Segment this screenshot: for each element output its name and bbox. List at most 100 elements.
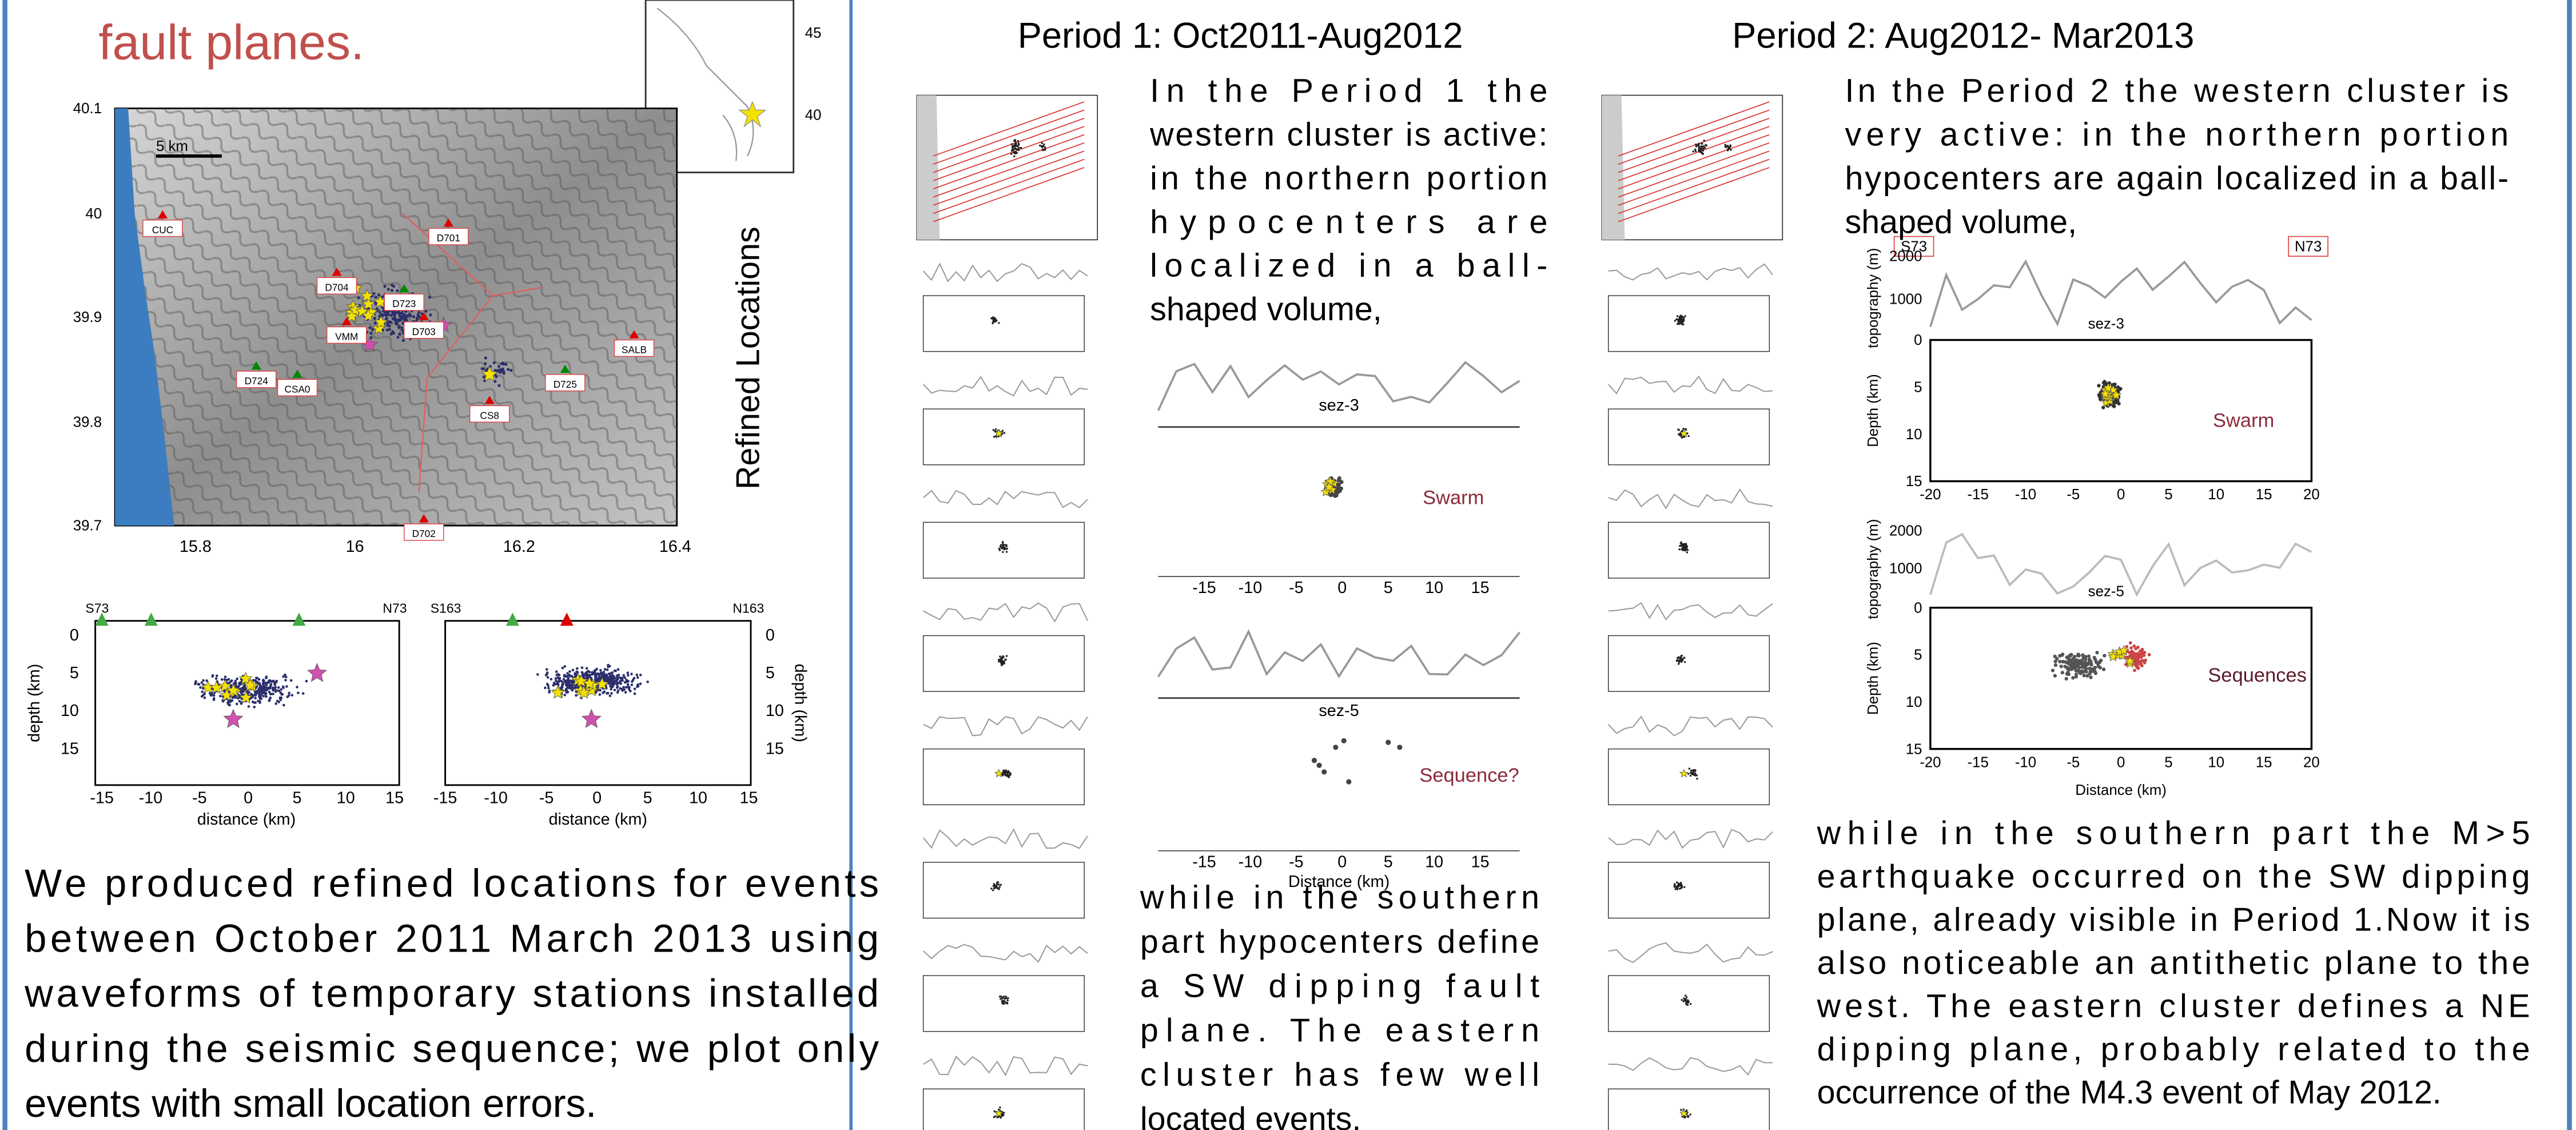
hypocenter xyxy=(2093,671,2098,675)
station-marker xyxy=(292,612,306,626)
hypocenter xyxy=(1678,319,1680,321)
hypocenter xyxy=(496,368,500,372)
hypocenter xyxy=(1694,769,1697,771)
station-marker xyxy=(341,317,352,325)
station-marker xyxy=(95,612,109,626)
hypocenter xyxy=(631,680,634,683)
hypocenter xyxy=(1681,998,1683,1001)
hypocenter xyxy=(604,673,608,676)
hypocenter xyxy=(288,691,291,695)
paragraph-line: also noticeable an antithetic plane to t… xyxy=(1817,945,2530,981)
hypocenter xyxy=(262,685,266,688)
hypocenter xyxy=(566,675,569,678)
hypocenter xyxy=(2137,654,2140,657)
distance-tick-label: -15 xyxy=(433,789,457,807)
hypocenter xyxy=(622,686,626,689)
paragraph-line: earthquake occurred on the SW dipping xyxy=(1817,858,2530,895)
period1-plot xyxy=(1157,361,1521,852)
hypocenter xyxy=(1016,152,1018,154)
hypocenter xyxy=(1014,150,1017,153)
hypocenter xyxy=(1684,994,1687,997)
hypocenter xyxy=(1002,996,1005,998)
hypocenter xyxy=(2051,669,2055,673)
star xyxy=(345,309,359,323)
mini-profile xyxy=(933,158,1085,214)
station-marker xyxy=(332,268,342,276)
depth-axis-label: depth (km) xyxy=(25,664,43,742)
hypocenter xyxy=(1002,543,1004,546)
x-tick-label: 10 xyxy=(1425,853,1443,871)
hypocenter xyxy=(1678,323,1681,325)
distance-tick-label: -10 xyxy=(484,789,508,807)
hypocenter xyxy=(1730,149,1732,151)
hypocenter xyxy=(389,321,393,324)
hypocenter xyxy=(230,699,234,702)
hypocenter xyxy=(566,679,568,683)
hypocenter xyxy=(1687,773,1690,775)
mini-profile xyxy=(933,117,1085,173)
hypocenter xyxy=(999,1106,1001,1109)
hypocenter xyxy=(1005,551,1008,553)
scale-label: 5 km xyxy=(156,138,188,154)
hypocenter xyxy=(1703,145,1705,148)
hypocenter xyxy=(493,369,497,372)
hypocenter xyxy=(992,322,994,325)
hypocenter xyxy=(546,671,549,674)
x-tick-label: 0 xyxy=(1337,579,1347,597)
hypocenter xyxy=(277,686,280,689)
hypocenter xyxy=(1005,769,1007,771)
hypocenter xyxy=(1010,149,1013,152)
hypocenter xyxy=(1685,547,1687,550)
hypocenter xyxy=(2087,660,2092,664)
hypocenter xyxy=(1685,996,1688,998)
hypocenter xyxy=(256,681,258,683)
hypocenter xyxy=(606,669,609,671)
hypocenter xyxy=(1311,758,1317,763)
topo-axis-label: topography (m) xyxy=(1865,248,1881,348)
hypocenter xyxy=(1005,548,1008,550)
hypocenter xyxy=(1681,323,1683,325)
hypocenter xyxy=(429,313,432,317)
station-marker xyxy=(399,284,409,293)
hypocenter xyxy=(497,384,501,387)
title-fragment: fault planes. xyxy=(98,15,364,70)
hypocenter xyxy=(1685,428,1687,431)
hypocenter xyxy=(1005,997,1007,999)
hypocenter xyxy=(282,675,285,678)
mini-topo xyxy=(923,602,1088,623)
station-box xyxy=(404,523,444,541)
hypocenter xyxy=(484,362,487,365)
hypocenter xyxy=(627,674,630,677)
hypocenter xyxy=(266,681,269,685)
paragraph-line: western cluster is active: xyxy=(1149,116,1547,153)
hypocenter xyxy=(628,686,631,689)
hypocenter xyxy=(252,679,256,682)
star xyxy=(361,308,376,322)
hypocenter xyxy=(2061,659,2065,664)
hypocenter xyxy=(599,669,602,672)
sea xyxy=(115,108,174,526)
mini-section xyxy=(1608,635,1770,692)
section-note: Swarm xyxy=(1423,487,1484,509)
hypocenter xyxy=(2088,672,2092,676)
hypocenter xyxy=(499,371,502,374)
hypocenter xyxy=(497,365,501,368)
hypocenter xyxy=(611,674,614,677)
x-tick-label: -10 xyxy=(2015,487,2036,503)
hypocenter xyxy=(391,312,395,316)
depth-tick-label: 0 xyxy=(70,626,79,644)
mini-profile xyxy=(933,109,1085,165)
inset-tick-label: 45 xyxy=(805,25,822,41)
hypocenter xyxy=(994,428,997,431)
hypocenter xyxy=(1002,1002,1005,1005)
hypocenter xyxy=(1316,762,1322,768)
inset-star xyxy=(738,101,767,128)
mini-topo xyxy=(922,262,1088,282)
hypocenter xyxy=(201,687,205,690)
hypocenter xyxy=(1681,320,1683,323)
hypocenter xyxy=(1043,143,1045,146)
x-tick-label: 5 xyxy=(2164,754,2172,770)
lat-tick-label: 39.7 xyxy=(73,518,102,534)
hypocenter xyxy=(1001,999,1004,1002)
hypocenter xyxy=(994,885,997,887)
